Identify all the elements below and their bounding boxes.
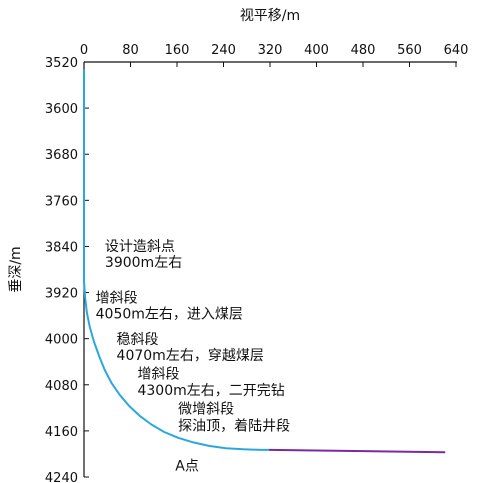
x-tick-label: 400 (304, 43, 329, 58)
y-tick-label: 3600 (45, 102, 78, 117)
annotation-label: 3900m左右 (105, 255, 182, 271)
series-layer (83, 69, 446, 454)
annotation-label: 4300m左右，二开完钻 (137, 383, 284, 399)
annotation-label: 探油顶，着陆井段 (178, 418, 290, 434)
y-tick-label: 3920 (45, 287, 78, 302)
x-tick-label: 160 (165, 43, 190, 58)
x-tick-label: 80 (122, 43, 139, 58)
x-tick-label: 480 (351, 43, 376, 58)
x-tick-label: 320 (258, 43, 283, 58)
y-tick-label: 4240 (45, 471, 78, 483)
annotation-label: 微增斜段 (178, 402, 234, 418)
annotation-label: 稳斜段 (117, 332, 159, 348)
y-axis-title: 垂深/m (8, 246, 24, 292)
annotation-label: 4070m左右，穿越煤层 (117, 348, 264, 364)
x-tick-label: 240 (211, 43, 236, 58)
y-tick-label: 3520 (45, 56, 78, 71)
x-tick-label: 640 (444, 43, 469, 58)
x-axis-title: 视平移/m (240, 8, 300, 24)
annotation-label: 增斜段 (96, 290, 138, 306)
y-tick-label: 4080 (45, 379, 78, 394)
y-tick-label: 3760 (45, 194, 78, 209)
y-tick-label: 3840 (45, 240, 78, 255)
series-line-0 (83, 69, 271, 451)
annotation-label: A点 (175, 459, 199, 475)
y-tick-label: 4160 (45, 425, 78, 440)
y-tick-label: 3680 (45, 148, 78, 163)
annotation-label: 设计造斜点 (105, 239, 175, 255)
x-tick-label: 560 (397, 43, 422, 58)
x-ticks: 0 80 160 240 320 400 480 560 640 (80, 43, 469, 67)
annotation-label: 增斜段 (137, 366, 179, 382)
y-tick-label: 4000 (45, 333, 78, 348)
series-line-1 (269, 448, 446, 454)
annotation-layer: 设计造斜点3900m左右增斜段4050m左右，进入煤层稳斜段4070m左右，穿越… (96, 239, 291, 475)
x-tick-label: 0 (80, 43, 88, 58)
y-ticks: 3520 3600 3680 3760 3840 3920 4000 4080 4160 4240 (45, 56, 89, 483)
annotation-label: 4050m左右，进入煤层 (96, 306, 243, 322)
